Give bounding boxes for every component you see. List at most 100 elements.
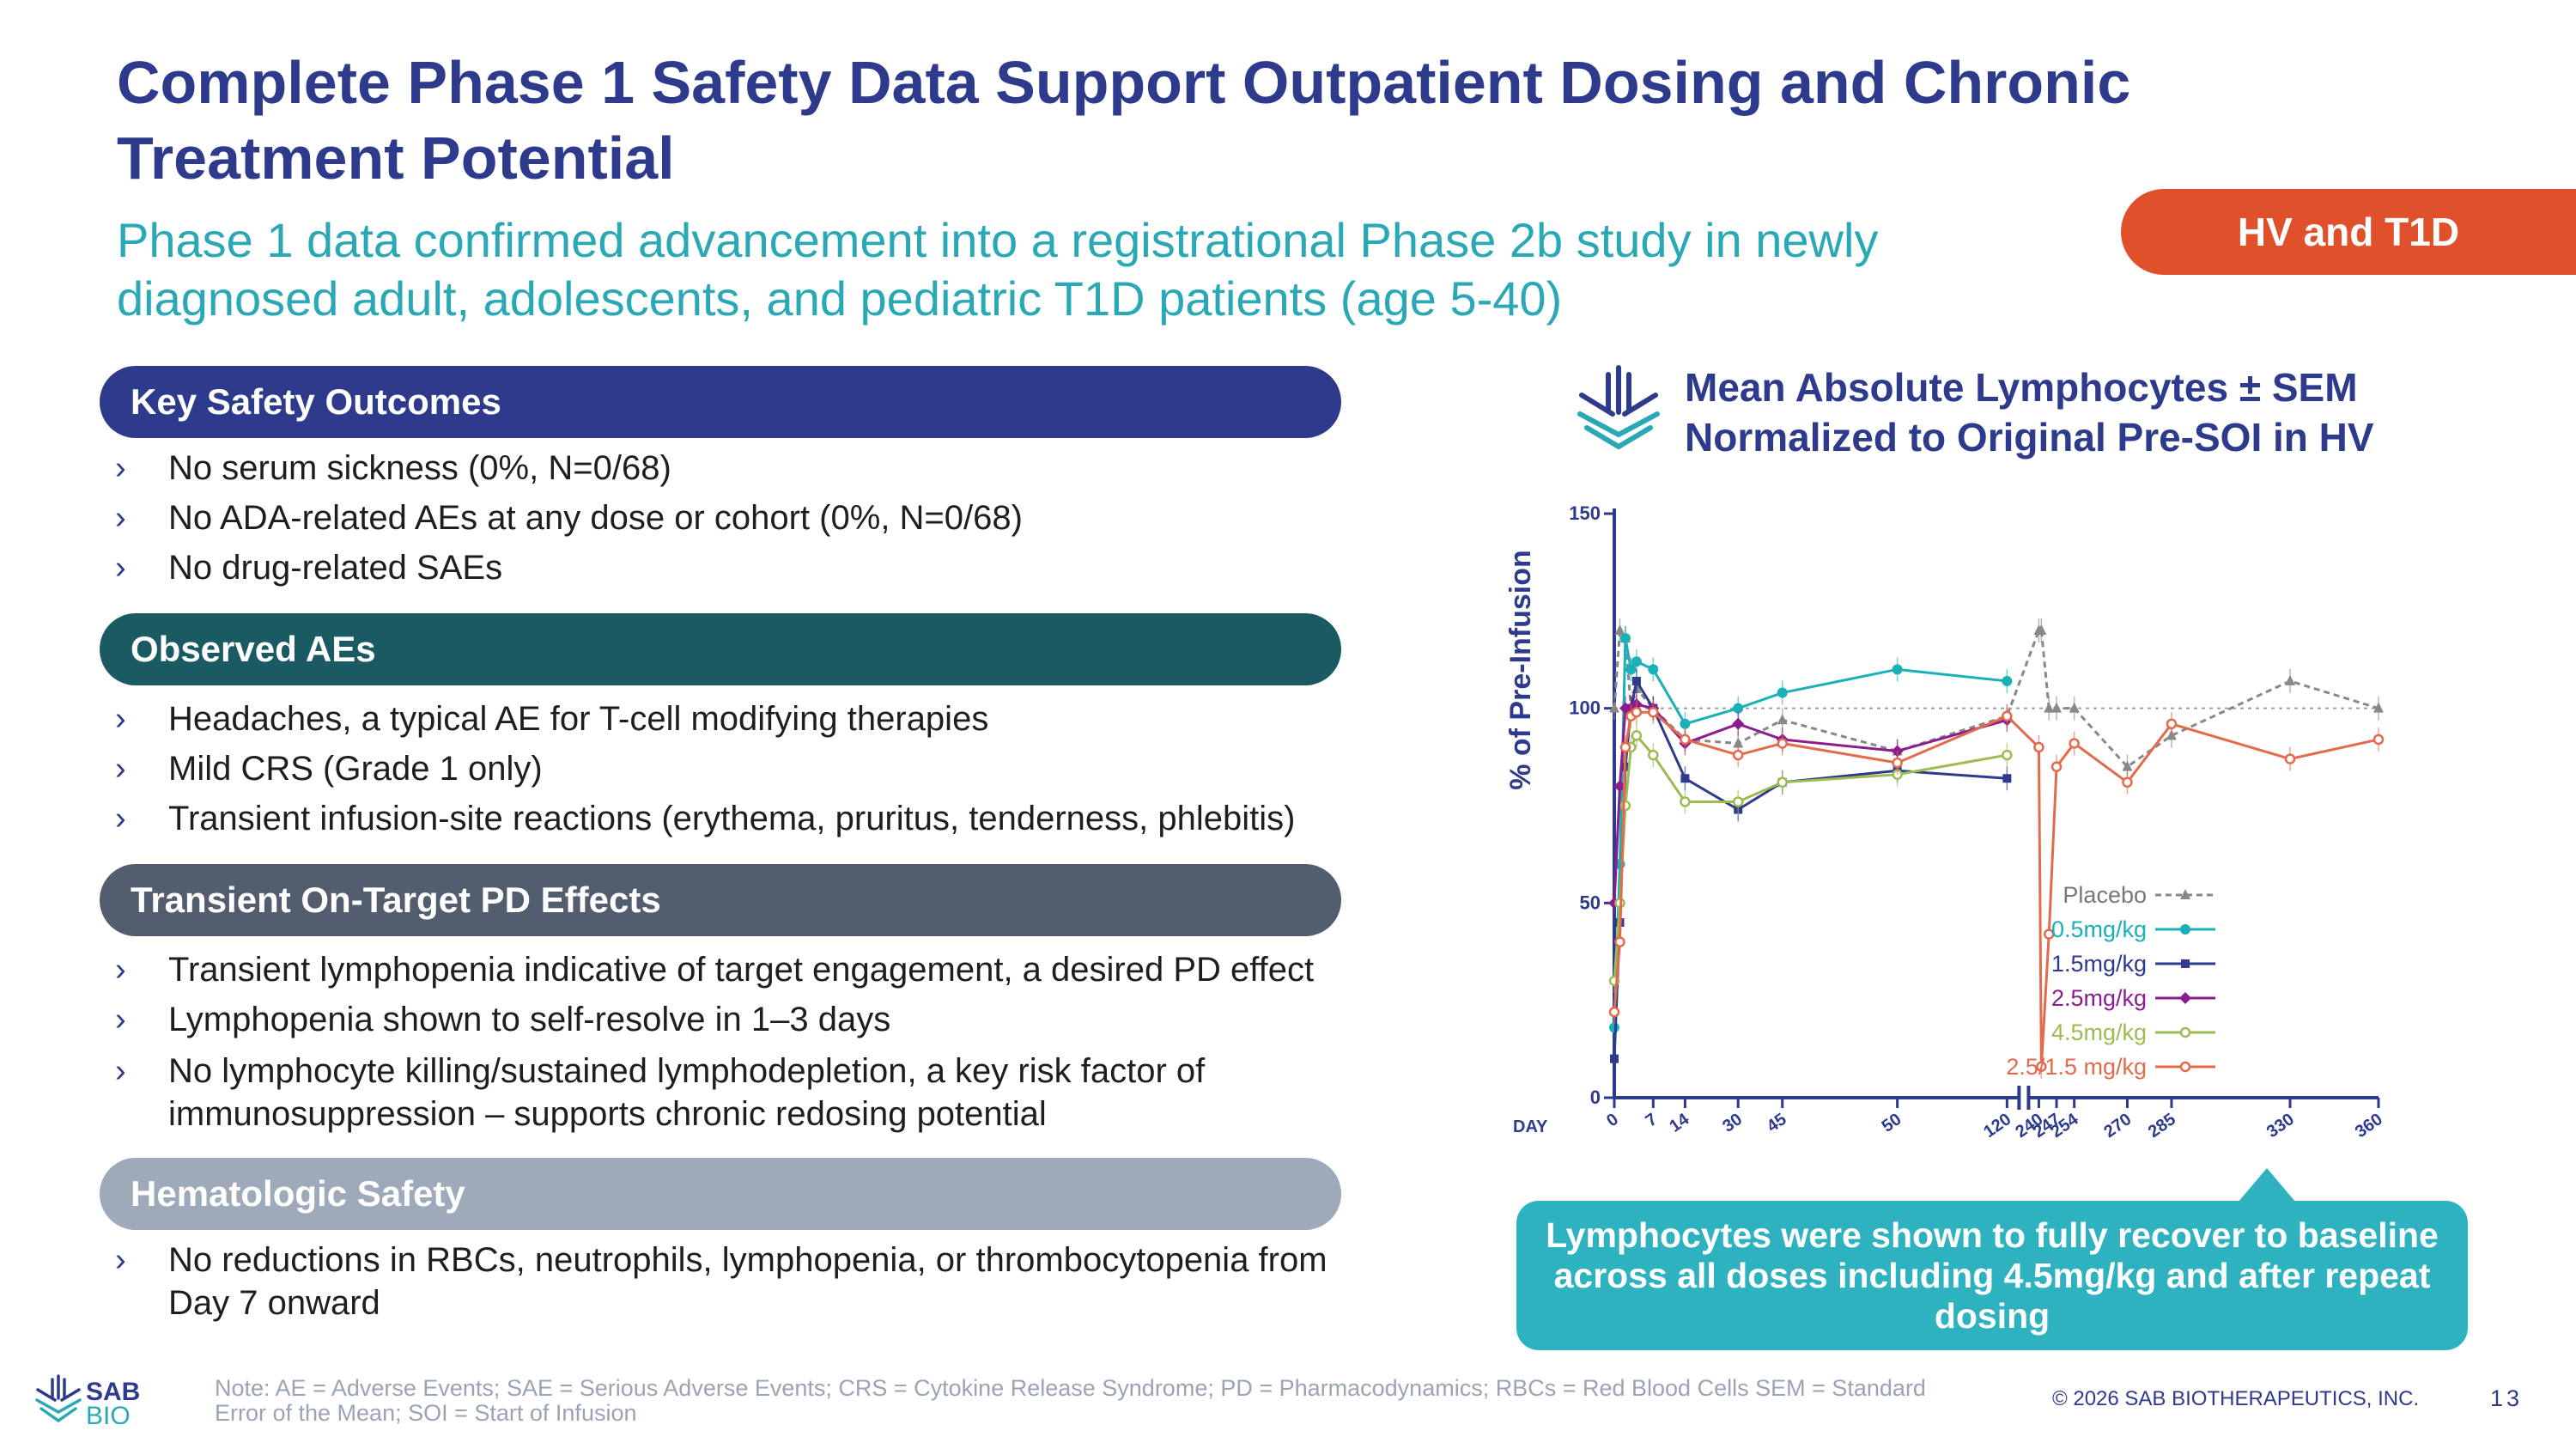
y-axis-label: % of Pre-Infusion: [1504, 550, 1537, 790]
page-number: 13: [2490, 1385, 2524, 1411]
bullet-text: Headaches, a typical AE for T-cell modif…: [168, 700, 989, 738]
data-point: [1613, 780, 1626, 793]
chart-title-line2: Normalized to Original Pre-SOI in HV: [1685, 415, 2374, 460]
data-point: [2043, 928, 2055, 940]
bullet-list-pd-effects: › Transient lymphopenia indicative of tar…: [112, 945, 1314, 1135]
data-point: [1631, 656, 1642, 667]
bullet-item: › Lymphopenia shown to self-resolve in 1–…: [112, 995, 1314, 1044]
callout-box: Lymphocytes were shown to fully recover …: [1516, 1201, 2468, 1350]
legend-label: 4.5mg/kg: [2051, 1020, 2147, 1045]
x-tick-label: 270: [2100, 1110, 2135, 1142]
chevron-right-icon: ›: [115, 500, 126, 536]
legend-label: 2.5mg/kg: [2051, 985, 2147, 1011]
data-point: [2166, 718, 2178, 730]
bullet-text: No lymphocyte killing/sustained lymphode…: [168, 1052, 1206, 1133]
data-point: [2181, 959, 2190, 968]
page-title: Complete Phase 1 Safety Data Support Out…: [117, 49, 2131, 192]
bullet-item: › No serum sickness (0%, N=0/68): [112, 443, 1023, 493]
data-point: [1777, 738, 1788, 749]
legend-label: 1.5mg/kg: [2051, 951, 2147, 977]
legend-label: 2.5/1.5 mg/kg: [2006, 1054, 2147, 1080]
footnote: Note: AE = Adverse Events; SAE = Serious…: [215, 1375, 1926, 1426]
data-point: [2033, 741, 2044, 753]
data-point: [1619, 741, 1631, 753]
data-point: [2002, 774, 2012, 783]
bullet-item: › Mild CRS (Grade 1 only): [112, 744, 1295, 794]
copyright: © 2026 SAB BIOTHERAPEUTICS, INC.: [2052, 1387, 2420, 1410]
data-point: [1732, 717, 1745, 730]
data-point: [2002, 749, 2013, 761]
bullet-text: Transient lymphopenia indicative of targ…: [168, 951, 1315, 989]
data-point: [1777, 687, 1788, 698]
data-point: [1614, 624, 1625, 635]
chevron-right-icon: ›: [115, 952, 126, 988]
series-line: [1613, 637, 2008, 1028]
series-2-5-1-5-mg-kg: [1608, 700, 2385, 1079]
data-point: [1631, 730, 1643, 741]
bullet-list-hematologic: › No reductions in RBCs, neutrophils, lym…: [112, 1239, 1388, 1324]
series-placebo: [1609, 618, 2384, 779]
data-point: [1619, 633, 1631, 644]
bullet-text: No serum sickness (0%, N=0/68): [168, 449, 671, 487]
series-line: [1613, 710, 2379, 1067]
data-point: [2372, 734, 2385, 746]
data-point: [1648, 706, 1659, 718]
page-subtitle: Phase 1 data confirmed advancement into …: [117, 213, 1879, 326]
data-point: [1732, 749, 1744, 761]
bullet-list-key-safety: › No serum sickness (0%, N=0/68) › No ADA-…: [112, 443, 1023, 593]
series-line: [1613, 703, 2008, 904]
data-point: [1610, 1054, 1619, 1063]
data-point: [1631, 676, 1641, 685]
data-point: [2036, 1061, 2047, 1072]
chevron-right-icon: ›: [115, 1242, 126, 1278]
chevron-right-icon: ›: [115, 1002, 126, 1038]
data-point: [2051, 702, 2063, 713]
chart-title-line1: Mean Absolute Lymphocytes ± SEM: [1685, 365, 2358, 410]
bullet-text: No ADA-related AEs at any dose or cohort…: [168, 499, 1023, 537]
data-point: [2069, 738, 2080, 749]
chevron-right-icon: ›: [115, 1053, 126, 1089]
bullet-text: No drug-related SAEs: [168, 549, 503, 587]
data-point: [2179, 992, 2191, 1004]
x-tick-label: 7: [1642, 1110, 1661, 1130]
chevron-right-icon: ›: [115, 701, 126, 737]
data-point: [1609, 702, 1619, 713]
data-point: [2044, 702, 2055, 713]
series-line: [1613, 626, 2379, 769]
data-point: [1680, 774, 1690, 783]
chart-title: Mean Absolute Lymphocytes ± SEM Normaliz…: [1685, 362, 2374, 462]
data-point: [1777, 776, 1788, 788]
callout-pointer: [2238, 1168, 2296, 1202]
data-point: [2179, 1061, 2191, 1073]
data-point: [1625, 664, 1637, 675]
data-point: [2180, 889, 2190, 899]
x-tick-label: 50: [1879, 1110, 1905, 1136]
data-point: [1648, 664, 1659, 675]
bullet-text: Lymphopenia shown to self-resolve in 1–3…: [168, 1001, 891, 1038]
y-tick-label: 0: [1590, 1087, 1601, 1108]
chevron-right-icon: ›: [115, 751, 126, 787]
series-1-5mg-kg: [1610, 668, 2012, 1071]
sab-logo-icon: [1577, 365, 1660, 450]
data-point: [2002, 675, 2013, 686]
data-point: [2179, 1026, 2191, 1038]
data-point: [2122, 776, 2133, 788]
bullet-text: Mild CRS (Grade 1 only): [168, 750, 543, 788]
data-point: [1614, 936, 1625, 947]
bullet-item: › No drug-related SAEs: [112, 543, 1023, 593]
x-tick-label: 330: [2263, 1110, 2298, 1142]
bullet-item: › No lymphocyte killing/sustained lymphod…: [112, 1050, 1302, 1135]
section-header-pd-effects: Transient On-Target PD Effects: [100, 864, 1341, 936]
population-tag: HV and T1D: [2121, 189, 2576, 275]
data-point: [2002, 710, 2013, 721]
x-tick-label: 0: [1603, 1110, 1622, 1130]
series-line: [1613, 733, 2008, 982]
chevron-right-icon: ›: [115, 801, 126, 837]
y-tick-label: 100: [1569, 697, 1601, 719]
section-header-hematologic: Hematologic Safety: [100, 1158, 1341, 1230]
x-tick-label: 360: [2352, 1110, 2386, 1142]
x-tick-label: 45: [1764, 1110, 1790, 1136]
data-point: [1732, 796, 1744, 807]
data-point: [1680, 734, 1691, 746]
bullet-item: › Transient lymphopenia indicative of tar…: [112, 945, 1314, 995]
